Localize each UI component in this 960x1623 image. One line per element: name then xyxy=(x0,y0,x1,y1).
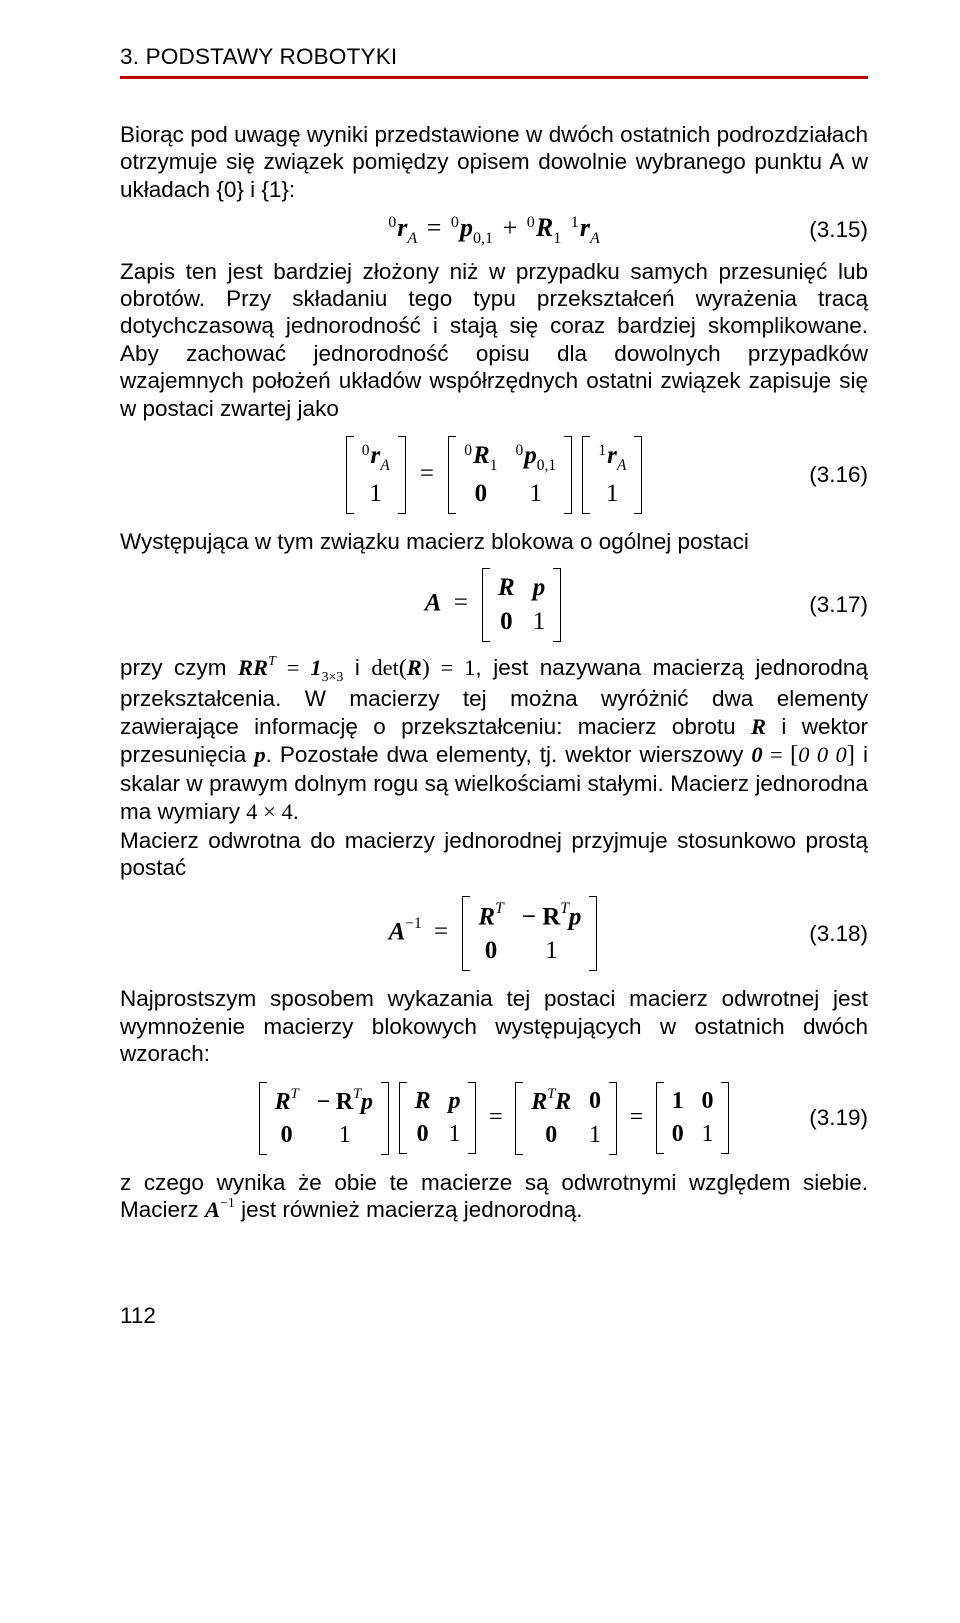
p4-1: 1 xyxy=(464,655,475,680)
eq17-number: (3.17) xyxy=(809,592,868,618)
equation-3-19: RT − RTp 0 1 R p 0 1 = xyxy=(120,1082,868,1155)
eq17-body: A = R p 0 1 xyxy=(425,568,563,642)
p4-f: . xyxy=(293,799,299,824)
p4-parr: ) xyxy=(422,655,430,681)
p7-A: A xyxy=(205,1197,220,1222)
eq15-eq: = xyxy=(424,213,445,242)
p4-eq1: = xyxy=(276,655,310,680)
paragraph-6: Najprostszym sposobem wykazania tej post… xyxy=(120,985,868,1067)
p4-a: przy czym xyxy=(120,655,238,680)
p4-44: 4 × 4 xyxy=(246,799,292,824)
p4-vec: 0 0 0 xyxy=(798,742,847,767)
eq15-body: 0rA = 0p0,1 + 0R1 1rA xyxy=(388,213,600,247)
p4-p: p xyxy=(254,742,265,767)
page: 3. PODSTAWY ROBOTYKI Biorąc pod uwagę wy… xyxy=(0,0,960,1369)
equation-3-18: A−1 = RT − RTp 0 1 (3.18) xyxy=(120,896,868,971)
p4-0: 0 xyxy=(751,742,762,767)
p4-33: 3×3 xyxy=(322,670,344,685)
p4-det: det xyxy=(371,655,399,680)
paragraph-5: Macierz odwrotna do macierzy jednorodnej… xyxy=(120,827,868,882)
paragraph-7: z czego wynika że obie te macierze są od… xyxy=(120,1169,868,1224)
p4-T: T xyxy=(268,654,276,669)
eq19-number: (3.19) xyxy=(809,1105,868,1131)
eq18-body: A−1 = RT − RTp 0 1 xyxy=(389,896,600,971)
p4-RR: RR xyxy=(238,655,268,680)
eq15-number: (3.15) xyxy=(809,217,868,243)
p4-R2: R xyxy=(751,714,766,739)
section-header: 3. PODSTAWY ROBOTYKI xyxy=(120,44,868,70)
p7-b: jest również macierzą jednorodną. xyxy=(241,1197,582,1222)
p4-parl: ( xyxy=(399,655,407,681)
eq16-number: (3.16) xyxy=(809,462,868,488)
p4-d: . Pozostałe dwa elementy, tj. wektor wie… xyxy=(266,742,752,767)
para1-text: Biorąc pod uwagę wyniki przedstawione w … xyxy=(120,122,868,202)
paragraph-1: Biorąc pod uwagę wyniki przedstawione w … xyxy=(120,121,868,203)
eq18-number: (3.18) xyxy=(809,921,868,947)
p4-one: 1 xyxy=(310,655,321,680)
eq19-body: RT − RTp 0 1 R p 0 1 = xyxy=(257,1082,732,1155)
header-rule xyxy=(120,76,868,79)
p4-eq2: = xyxy=(430,655,464,680)
paragraph-4: przy czym RRT = 13×3 i det(R) = 1, jest … xyxy=(120,654,868,825)
p4-eqv: = xyxy=(763,742,790,767)
p4-R: R xyxy=(407,655,422,680)
eq16-body: 0rA 1 = 0R1 0p0,1 0 1 1rA xyxy=(344,436,645,514)
equation-3-16: 0rA 1 = 0R1 0p0,1 0 1 1rA xyxy=(120,436,868,514)
paragraph-3: Występująca w tym związku macierz blokow… xyxy=(120,528,868,555)
paragraph-2: Zapis ten jest bardziej złożony niż w pr… xyxy=(120,258,868,423)
p4-i: i xyxy=(343,655,371,680)
page-number: 112 xyxy=(120,1303,868,1329)
equation-3-15: 0rA = 0p0,1 + 0R1 1rA (3.15) xyxy=(120,213,868,247)
p4-vecr: ] xyxy=(847,741,855,768)
equation-3-17: A = R p 0 1 (3.17) xyxy=(120,568,868,642)
p7-m1: −1 xyxy=(220,1196,235,1211)
